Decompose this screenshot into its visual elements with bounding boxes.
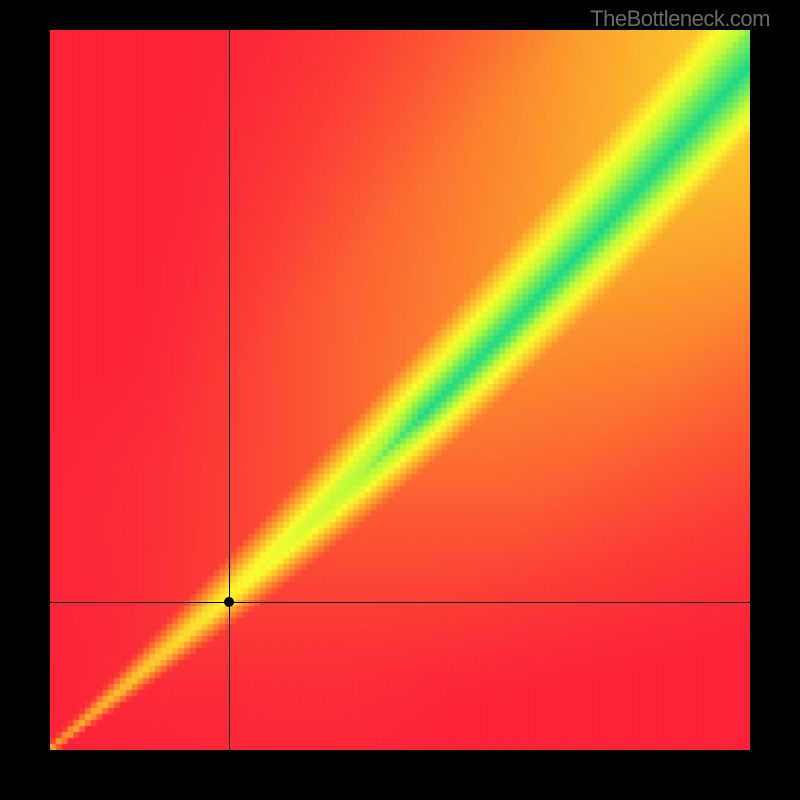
crosshair-marker bbox=[224, 597, 234, 607]
crosshair-horizontal bbox=[50, 602, 750, 603]
heatmap-canvas bbox=[50, 30, 750, 750]
plot-area bbox=[50, 30, 750, 750]
crosshair-vertical bbox=[229, 30, 230, 750]
attribution-text: TheBottleneck.com bbox=[590, 6, 770, 32]
